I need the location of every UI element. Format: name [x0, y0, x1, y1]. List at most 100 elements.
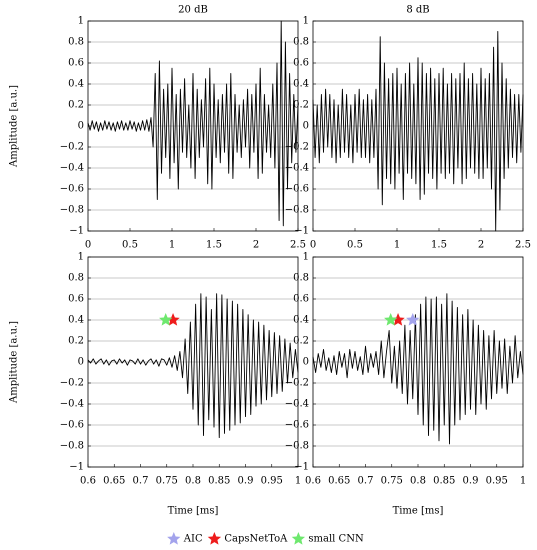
x-tick-label: 2.5 [515, 240, 531, 251]
waveform [312, 293, 524, 445]
y-tick-label: 0.8 [68, 273, 84, 284]
y-tick-label: 0.2 [68, 336, 84, 347]
y-tick-label: −0.8 [285, 205, 309, 216]
x-tick-label: 0.65 [328, 476, 350, 487]
x-tick-label: 2 [253, 240, 259, 251]
y-tick-label: −0.2 [285, 142, 309, 153]
y-tick-label: 1 [78, 16, 84, 27]
y-tick-label: 0.2 [68, 100, 84, 111]
x-tick-label: 1 [520, 476, 526, 487]
y-tick-label: 0.4 [293, 79, 309, 90]
y-tick-label: −0.4 [285, 163, 309, 174]
y-tick-label: 0.6 [293, 294, 309, 305]
x-tick-label: 1.5 [206, 240, 222, 251]
y-tick-label: 0 [303, 357, 309, 368]
x-tick-label: 1 [169, 240, 175, 251]
y-tick-label: −0.2 [60, 378, 84, 389]
y-tick-label: −0.6 [60, 184, 84, 195]
x-tick-label: 0.75 [381, 476, 403, 487]
y-axis-label: Amplitude [a.u.] [9, 321, 20, 404]
y-tick-label: 0 [303, 121, 309, 132]
x-tick-label: 0.95 [261, 476, 283, 487]
y-tick-label: 0.6 [68, 294, 84, 305]
x-axis-label: Time [ms] [168, 506, 219, 517]
x-tick-label: 0 [310, 240, 316, 251]
y-tick-label: 0.8 [293, 273, 309, 284]
x-tick-label: 1 [295, 476, 301, 487]
plot-frame [87, 20, 299, 232]
y-tick-label: −1 [69, 226, 84, 237]
star-marker [406, 313, 420, 326]
x-tick-label: 0.75 [156, 476, 178, 487]
x-tick-label: 0.6 [305, 476, 321, 487]
panel-title: 8 dB [406, 5, 429, 16]
star-marker [391, 313, 405, 326]
plot-frame [87, 256, 299, 468]
x-tick-label: 0.7 [133, 476, 149, 487]
x-tick-label: 1.5 [431, 240, 447, 251]
x-tick-label: 0.8 [410, 476, 426, 487]
y-tick-label: −1 [69, 462, 84, 473]
y-tick-label: −0.8 [60, 205, 84, 216]
x-axis-label: Time [ms] [393, 506, 444, 517]
y-tick-label: −0.8 [60, 441, 84, 452]
y-tick-label: 1 [78, 252, 84, 263]
y-axis-label: Amplitude [a.u.] [9, 85, 20, 168]
y-tick-label: −0.6 [285, 184, 309, 195]
y-tick-label: −0.6 [60, 420, 84, 431]
y-tick-label: −0.4 [60, 163, 84, 174]
star-marker [159, 313, 173, 326]
y-tick-label: 0.2 [293, 336, 309, 347]
y-tick-label: 0.8 [293, 37, 309, 48]
y-tick-label: −0.4 [60, 399, 84, 410]
x-tick-label: 0.7 [358, 476, 374, 487]
y-tick-label: 0.6 [68, 58, 84, 69]
x-tick-label: 0.65 [103, 476, 125, 487]
y-tick-label: 0.4 [293, 315, 309, 326]
waveform [312, 31, 524, 232]
y-tick-label: 1 [303, 16, 309, 27]
legend-marker [291, 532, 306, 545]
y-tick-label: −0.8 [285, 441, 309, 452]
plot-frame [312, 20, 524, 232]
x-tick-label: 0.9 [463, 476, 479, 487]
y-tick-label: −0.4 [285, 399, 309, 410]
x-tick-label: 0.95 [486, 476, 508, 487]
plot-frame [312, 256, 524, 468]
legend-label: AIC [183, 534, 203, 545]
y-tick-label: 0.6 [293, 58, 309, 69]
x-tick-label: 1 [394, 240, 400, 251]
x-tick-label: 0.85 [433, 476, 455, 487]
y-tick-label: 0.4 [68, 79, 84, 90]
y-tick-label: 1 [303, 252, 309, 263]
y-tick-label: 0.4 [68, 315, 84, 326]
y-tick-label: −1 [294, 462, 309, 473]
waveform [87, 20, 299, 227]
legend-label: CapsNetToA [224, 534, 288, 545]
waveform [87, 293, 299, 439]
y-tick-label: −0.6 [285, 420, 309, 431]
x-tick-label: 0 [85, 240, 91, 251]
panel-title: 20 dB [178, 5, 208, 16]
x-tick-label: 2.5 [290, 240, 306, 251]
x-tick-label: 0.6 [80, 476, 96, 487]
y-tick-label: −1 [294, 226, 309, 237]
y-tick-label: 0.8 [68, 37, 84, 48]
x-tick-label: 0.5 [347, 240, 363, 251]
x-tick-label: 0.9 [238, 476, 254, 487]
star-marker [384, 313, 398, 326]
y-tick-label: 0 [78, 121, 84, 132]
legend-marker [167, 532, 181, 545]
y-tick-label: −0.2 [60, 142, 84, 153]
y-tick-label: 0.2 [293, 100, 309, 111]
y-tick-label: 0 [78, 357, 84, 368]
star-marker [166, 313, 180, 326]
x-tick-label: 2 [478, 240, 484, 251]
x-tick-label: 0.85 [208, 476, 230, 487]
y-tick-label: −0.2 [285, 378, 309, 389]
legend-label: small CNN [308, 534, 364, 545]
x-tick-label: 0.5 [122, 240, 138, 251]
x-tick-label: 0.8 [185, 476, 201, 487]
legend-marker [207, 532, 222, 545]
